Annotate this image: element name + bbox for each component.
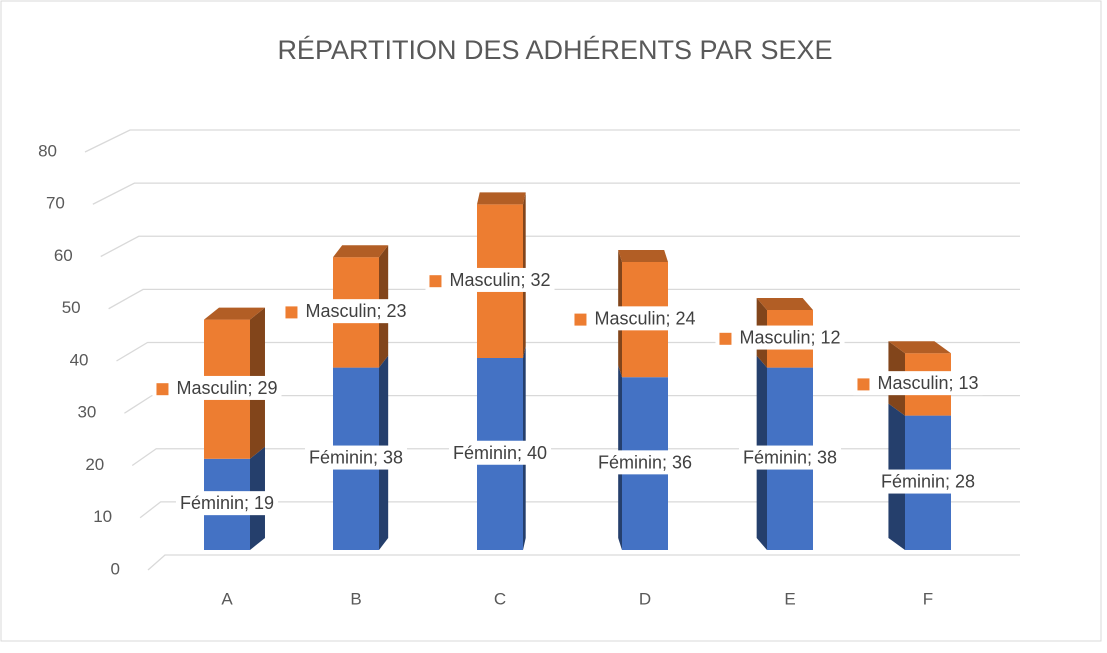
y-tick-label: 30 <box>77 403 96 422</box>
y-tick-label: 80 <box>38 141 57 160</box>
y-tick-label: 60 <box>54 246 73 265</box>
x-tick-label: C <box>494 589 506 608</box>
data-label: Féminin; 40 <box>448 440 552 465</box>
x-tick-label: B <box>350 589 361 608</box>
y-tick-label: 70 <box>46 194 65 213</box>
data-label-marker <box>285 306 298 319</box>
data-label: Féminin; 38 <box>738 445 842 470</box>
data-label-text: Féminin; 38 <box>743 448 837 468</box>
data-label-text: Masculin; 13 <box>877 373 978 393</box>
data-label-text: Masculin; 12 <box>739 328 840 348</box>
data-label-bg <box>175 491 279 516</box>
bar-top <box>204 307 265 320</box>
y-tick-label: 0 <box>111 559 120 578</box>
data-label: Masculin; 29 <box>152 375 282 400</box>
bar-top <box>477 192 526 205</box>
data-label-bg <box>876 469 980 494</box>
data-label-text: Masculin; 32 <box>449 270 550 290</box>
x-tick-label: F <box>923 589 933 608</box>
grid-line <box>147 554 1020 571</box>
data-label-bg <box>715 325 845 350</box>
data-label: Masculin; 12 <box>715 325 845 350</box>
data-label: Féminin; 36 <box>593 450 697 475</box>
data-label-text: Masculin; 23 <box>305 301 406 321</box>
bar-top <box>888 341 951 354</box>
data-label-bg <box>570 306 700 331</box>
data-label-bg <box>448 440 552 465</box>
data-label-bg <box>853 371 983 396</box>
data-label: Féminin; 19 <box>175 491 279 516</box>
x-tick-label: A <box>221 589 233 608</box>
data-label-bg <box>281 299 411 324</box>
data-label-marker <box>574 313 587 326</box>
data-label-bg <box>425 267 555 292</box>
data-label: Masculin; 23 <box>281 299 411 324</box>
grid-line <box>131 448 1020 467</box>
grid-line <box>84 129 1020 153</box>
data-label-marker <box>857 378 870 391</box>
x-tick-label: D <box>639 589 651 608</box>
grid-line <box>139 501 1020 519</box>
data-label-marker <box>156 383 169 396</box>
grid-line <box>100 235 1020 258</box>
data-label: Masculin; 24 <box>570 306 700 331</box>
y-tick-label: 10 <box>93 507 112 526</box>
y-tick-label: 50 <box>62 298 81 317</box>
grid-line <box>92 182 1020 205</box>
data-label-bg <box>593 450 697 475</box>
y-tick-label: 40 <box>70 350 89 369</box>
data-label-text: Féminin; 28 <box>881 472 975 492</box>
data-label-text: Féminin; 40 <box>453 443 547 463</box>
grid-line <box>108 288 1020 310</box>
data-label-bg <box>738 445 842 470</box>
data-label-bg <box>152 375 282 400</box>
chart-title: RÉPARTITION DES ADHÉRENTS PAR SEXE <box>277 35 832 65</box>
y-tick-label: 20 <box>85 455 104 474</box>
data-label-text: Féminin; 38 <box>309 448 403 468</box>
bar-top <box>618 250 668 262</box>
data-label-bg <box>304 445 408 470</box>
bar-top <box>333 245 389 258</box>
x-tick-label: E <box>784 589 795 608</box>
data-label: Masculin; 32 <box>425 267 555 292</box>
bar-top <box>756 298 813 310</box>
data-label-marker <box>719 332 732 345</box>
data-label-text: Masculin; 24 <box>594 308 695 328</box>
data-label-text: Féminin; 19 <box>180 493 274 513</box>
data-label: Masculin; 13 <box>853 371 983 396</box>
data-label-text: Féminin; 36 <box>598 452 692 472</box>
data-label-marker <box>429 275 442 288</box>
grid-line <box>124 394 1020 414</box>
data-label: Féminin; 38 <box>304 445 408 470</box>
data-label: Féminin; 28 <box>876 469 980 494</box>
data-label-text: Masculin; 29 <box>176 378 277 398</box>
